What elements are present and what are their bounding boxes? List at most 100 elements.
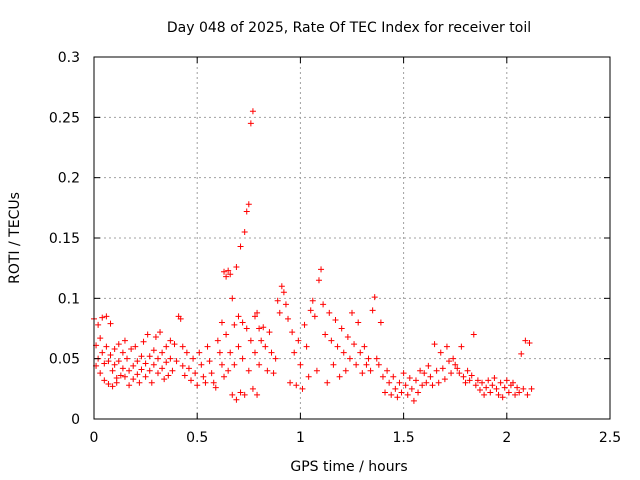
data-point (227, 349, 234, 356)
data-point (291, 349, 298, 356)
data-point (115, 341, 122, 348)
data-point (489, 382, 496, 389)
data-point (146, 353, 153, 360)
data-point (161, 376, 168, 383)
data-point (386, 379, 393, 386)
data-point (373, 355, 380, 362)
data-point (435, 379, 442, 386)
data-point (439, 365, 446, 372)
data-point (208, 370, 215, 377)
data-point (126, 382, 133, 389)
grid (94, 57, 610, 419)
data-point (295, 337, 302, 344)
data-point (113, 379, 120, 386)
data-point (103, 343, 110, 350)
data-point (303, 343, 310, 350)
data-point (111, 346, 118, 353)
data-point (231, 361, 238, 368)
y-tick-label: 0.3 (58, 50, 80, 66)
data-point (159, 349, 166, 356)
y-tick-label: 0 (71, 412, 80, 428)
data-point (239, 355, 246, 362)
data-point (427, 373, 434, 380)
data-point (285, 315, 292, 322)
data-point (115, 358, 122, 365)
y-tick-label: 0.1 (58, 291, 80, 307)
data-point (221, 268, 228, 275)
data-point (404, 391, 411, 398)
data-point (456, 370, 463, 377)
data-point (410, 397, 417, 404)
data-point (165, 372, 172, 379)
data-point (181, 372, 188, 379)
x-tick-label: 1.5 (392, 430, 414, 446)
data-point (443, 343, 450, 350)
data-point (251, 349, 258, 356)
data-point (334, 343, 341, 350)
data-point (235, 313, 242, 320)
data-point (121, 373, 128, 380)
data-point (417, 367, 424, 374)
data-point (140, 338, 147, 345)
data-point (185, 365, 192, 372)
data-point (355, 319, 362, 326)
data-point (251, 313, 258, 320)
data-point (95, 321, 102, 328)
data-point (501, 384, 508, 391)
data-point (431, 341, 438, 348)
data-point (169, 367, 176, 374)
data-point (336, 373, 343, 380)
data-point (231, 321, 238, 328)
data-point (412, 377, 419, 384)
data-point (126, 367, 133, 374)
data-point (441, 376, 448, 383)
data-point (505, 389, 512, 396)
data-point (188, 377, 195, 384)
data-point (367, 367, 374, 374)
data-point (204, 343, 211, 350)
data-point (379, 373, 386, 380)
data-point (437, 349, 444, 356)
data-point (408, 385, 415, 392)
data-point (136, 379, 143, 386)
data-point (528, 385, 535, 392)
data-point (330, 361, 337, 368)
data-point (276, 309, 283, 316)
data-point (241, 228, 248, 235)
x-axis-label: GPS time / hours (290, 459, 407, 475)
data-point (198, 361, 205, 368)
data-point (377, 319, 384, 326)
data-point (402, 382, 409, 389)
data-point (109, 367, 116, 374)
data-point (119, 349, 126, 356)
data-point (365, 355, 372, 362)
data-point (237, 389, 244, 396)
data-point (287, 379, 294, 386)
data-point (157, 329, 164, 336)
data-point (388, 391, 395, 398)
data-point (274, 297, 281, 304)
data-point (526, 339, 533, 346)
data-point (239, 319, 246, 326)
data-point (200, 373, 207, 380)
data-point (202, 379, 209, 386)
data-point (338, 325, 345, 332)
data-point (309, 297, 316, 304)
data-point (474, 377, 481, 384)
data-point (454, 365, 461, 372)
data-point (221, 373, 228, 380)
data-point (349, 309, 355, 316)
data-point (375, 361, 382, 368)
data-point (332, 317, 339, 324)
data-point (119, 365, 126, 372)
data-point (289, 329, 296, 336)
data-point (419, 382, 426, 389)
data-point (382, 389, 389, 396)
data-point (448, 370, 455, 377)
data-point (150, 347, 157, 354)
data-point (369, 307, 376, 314)
chart-title: Day 048 of 2025, Rate Of TEC Index for r… (167, 20, 531, 36)
data-point (394, 394, 401, 401)
data-point (225, 267, 232, 274)
